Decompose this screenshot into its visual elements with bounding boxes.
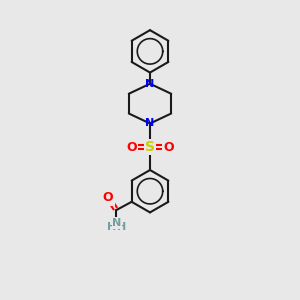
Text: O: O — [126, 141, 137, 154]
Text: S: S — [145, 140, 155, 154]
Text: H: H — [117, 222, 126, 232]
Text: O: O — [103, 191, 113, 204]
Text: O: O — [163, 141, 174, 154]
Text: N: N — [112, 218, 122, 228]
Text: H: H — [107, 222, 116, 232]
Text: N: N — [146, 79, 154, 89]
Text: N: N — [146, 118, 154, 128]
